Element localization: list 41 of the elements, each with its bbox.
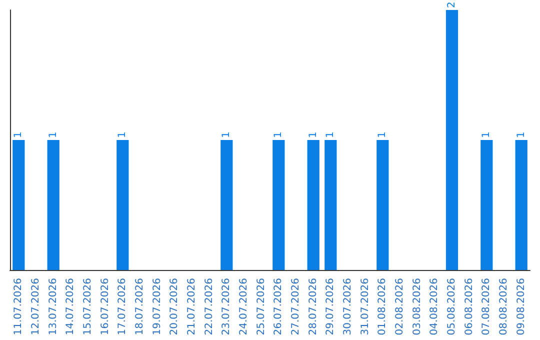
data-label: 1 xyxy=(13,132,24,138)
x-tick-label: 05.08.2026 xyxy=(446,278,458,336)
x-tick-label: 27.07.2026 xyxy=(290,278,302,336)
x-tick-label: 03.08.2026 xyxy=(412,278,423,336)
x-tick-label: 24.07.2026 xyxy=(238,278,250,336)
data-label: 1 xyxy=(117,132,128,138)
x-tick-label: 30.07.2026 xyxy=(342,278,354,336)
x-tick-label: 22.07.2026 xyxy=(204,278,215,336)
x-tick-label: 09.08.2026 xyxy=(516,278,527,336)
x-tick-label: 28.07.2026 xyxy=(308,278,319,336)
x-tick-label: 12.07.2026 xyxy=(30,278,42,336)
x-tick-label: 17.07.2026 xyxy=(117,278,128,336)
data-label: 1 xyxy=(377,132,388,138)
x-tick-label: 20.07.2026 xyxy=(169,278,180,336)
x-tick-label: 01.08.2026 xyxy=(377,278,388,336)
x-tick-label: 04.08.2026 xyxy=(429,278,440,336)
data-label: 1 xyxy=(308,132,319,138)
x-tick-label: 23.07.2026 xyxy=(221,278,232,336)
x-tick-label: 18.07.2026 xyxy=(134,278,146,336)
x-tick-label: 19.07.2026 xyxy=(152,278,163,336)
data-label: 1 xyxy=(273,132,284,138)
x-tick-label: 16.07.2026 xyxy=(100,278,111,336)
data-label: 1 xyxy=(481,132,492,138)
x-tick-label: 26.07.2026 xyxy=(273,278,284,336)
x-tick-label: 21.07.2026 xyxy=(186,278,198,336)
x-tick-label: 25.07.2026 xyxy=(256,278,267,336)
x-tick-label: 29.07.2026 xyxy=(325,278,336,336)
data-label: 1 xyxy=(48,132,59,138)
x-tick-label: 14.07.2026 xyxy=(65,278,76,336)
x-tick-label: 07.08.2026 xyxy=(481,278,492,336)
x-tick-label: 06.08.2026 xyxy=(464,278,475,336)
x-tick-label: 11.07.2026 xyxy=(13,278,24,336)
data-label: 1 xyxy=(325,132,336,138)
data-label: 1 xyxy=(516,132,527,138)
data-label: 2 xyxy=(446,2,458,8)
x-tick-label: 15.07.2026 xyxy=(82,278,94,336)
x-tick-label: 13.07.2026 xyxy=(48,278,59,336)
x-tick-label: 08.08.2026 xyxy=(498,278,510,336)
data-label: 1 xyxy=(221,132,232,138)
x-tick-label: 31.07.2026 xyxy=(360,278,371,336)
x-tick-label: 02.08.2026 xyxy=(394,278,406,336)
